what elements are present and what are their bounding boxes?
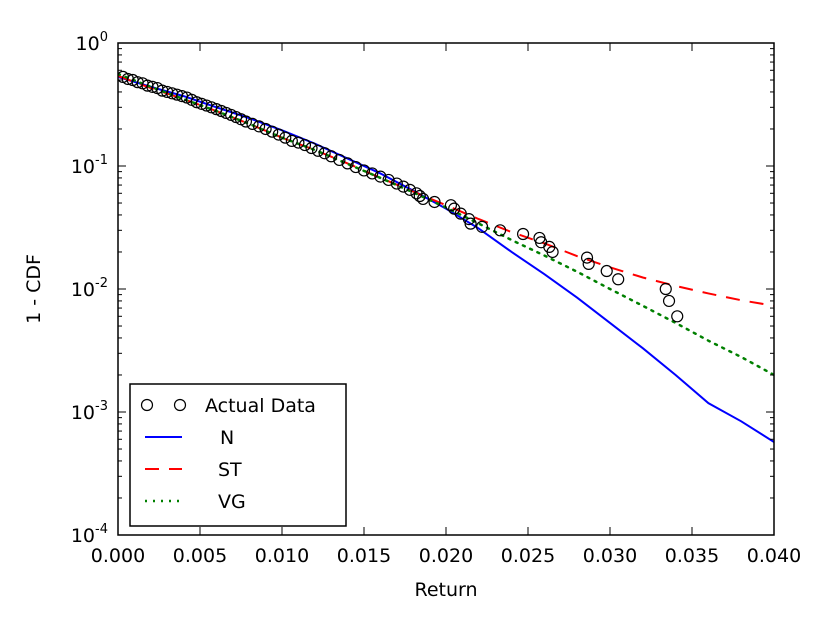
series-layer <box>118 70 774 443</box>
data-point <box>464 217 477 230</box>
legend-label-vg: VG <box>218 491 246 513</box>
x-tick-label: 0.025 <box>501 545 555 567</box>
data-point <box>374 170 387 183</box>
x-tick-label: 0.015 <box>337 545 391 567</box>
data-point <box>428 195 441 209</box>
data-point <box>252 120 266 133</box>
data-point <box>612 273 625 286</box>
x-tick-label: 0.030 <box>583 545 637 567</box>
data-point <box>272 128 285 141</box>
data-point <box>403 183 417 196</box>
x-tick-label: 0.035 <box>665 545 719 567</box>
legend-entry-n: N <box>145 427 234 449</box>
series-actual-data <box>118 70 684 323</box>
data-point <box>266 125 279 138</box>
data-point <box>416 192 430 206</box>
data-point <box>454 207 467 220</box>
data-point <box>318 147 331 160</box>
legend-marker-2 <box>173 398 187 412</box>
legend-entry-st: ST <box>145 459 242 481</box>
data-point <box>341 157 354 170</box>
data-point <box>349 160 362 174</box>
legend-box <box>129 383 347 527</box>
data-point <box>659 282 672 296</box>
data-point <box>357 164 371 177</box>
legend-label-st: ST <box>218 459 242 481</box>
data-point <box>671 310 684 323</box>
data-point <box>413 189 426 203</box>
legend-entry-vg: VG <box>145 491 246 513</box>
data-point <box>239 115 253 128</box>
data-point <box>494 224 507 237</box>
data-point <box>292 136 305 149</box>
data-point <box>600 264 613 278</box>
x-tick-label: 0.040 <box>747 545 801 567</box>
legend-entry-actual-data: Actual Data <box>140 395 316 417</box>
data-point <box>390 177 403 190</box>
data-point <box>662 294 676 308</box>
data-point <box>311 144 325 157</box>
legend: Actual Data N ST VG <box>129 383 347 527</box>
data-point <box>279 131 292 144</box>
data-point <box>546 245 559 259</box>
data-point <box>397 180 410 193</box>
y-axis-title: 1 - CDF <box>23 254 45 324</box>
data-point <box>444 199 458 212</box>
data-point <box>285 134 298 147</box>
x-tick-label: 0.005 <box>173 545 227 567</box>
data-point <box>259 122 272 136</box>
data-point <box>582 257 595 270</box>
data-point <box>246 117 259 130</box>
x-axis-title: Return <box>414 579 477 601</box>
data-point <box>333 153 346 167</box>
data-point <box>580 251 594 264</box>
data-point <box>382 173 395 187</box>
data-point <box>325 150 338 163</box>
x-tick-label: 0.020 <box>419 545 473 567</box>
data-point <box>305 141 318 155</box>
data-point <box>298 138 312 152</box>
data-point <box>516 227 530 241</box>
data-point <box>366 167 379 180</box>
x-tick-label: 0.010 <box>255 545 309 567</box>
legend-marker-1 <box>140 398 154 412</box>
data-point <box>475 220 489 233</box>
y-tick-label: 10-2 <box>71 276 108 301</box>
legend-label-n: N <box>220 427 234 449</box>
legend-label-actual-data: Actual Data <box>205 395 316 417</box>
y-tick-label: 100 <box>76 30 108 55</box>
x-tick-label: 0.000 <box>91 545 145 567</box>
